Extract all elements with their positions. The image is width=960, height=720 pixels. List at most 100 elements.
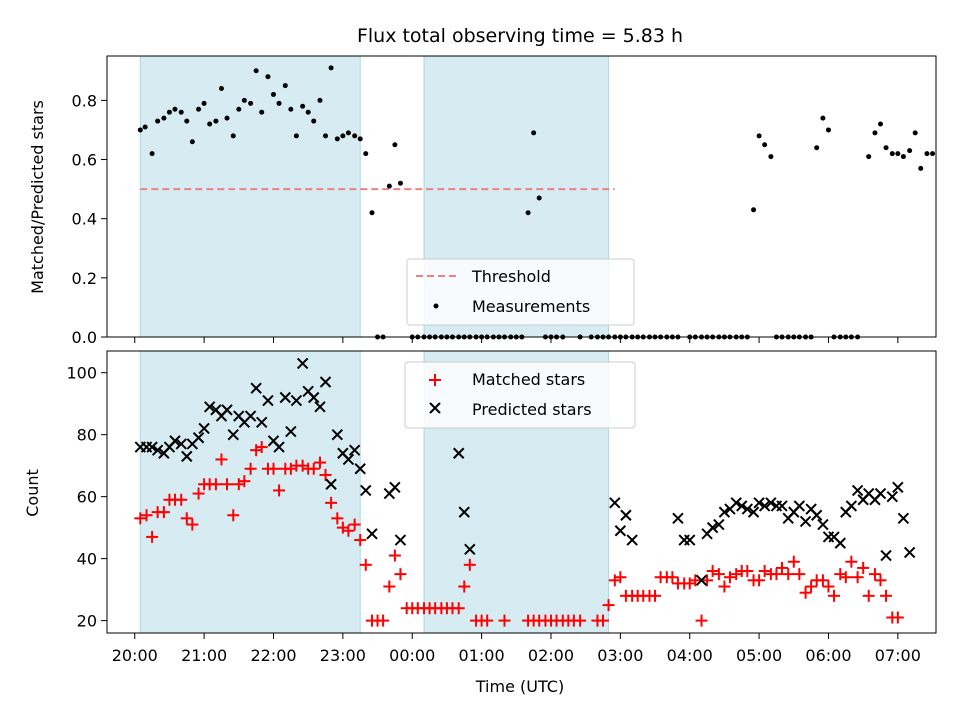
x-axis-label: Time (UTC): [475, 677, 564, 696]
matched-point: [857, 561, 870, 574]
predicted-point: [817, 518, 829, 531]
matched-point: [822, 580, 835, 593]
predicted-point: [325, 478, 337, 490]
measurement-point: [305, 109, 311, 115]
predicted-point: [255, 416, 268, 428]
measurement-point: [293, 133, 299, 139]
y-tick-label: 0.0: [72, 328, 97, 347]
matched-point: [574, 614, 587, 627]
predicted-point: [713, 518, 725, 531]
measurement-point: [196, 106, 202, 112]
matched-point: [753, 574, 766, 587]
measurement-point: [241, 97, 247, 103]
y-tick-label: 0.8: [72, 91, 97, 110]
predicted-point: [146, 441, 158, 453]
predicted-point: [741, 503, 754, 515]
matched-point: [359, 558, 372, 571]
matched-point: [354, 534, 367, 547]
matched-point: [498, 614, 511, 627]
matched-point: [597, 614, 610, 627]
predicted-point: [822, 531, 835, 543]
measurement-point: [300, 103, 306, 109]
predicted-point: [221, 404, 233, 416]
matched-point: [388, 549, 401, 562]
x-tick-label: 02:00: [528, 646, 574, 665]
predicted-point: [706, 521, 719, 534]
measurement-point: [311, 118, 317, 124]
legend-measurements-label: Measurements: [472, 297, 590, 316]
y-tick-label: 60: [77, 488, 97, 507]
predicted-point: [851, 484, 864, 497]
matched-point: [255, 441, 268, 454]
measurement-point: [142, 124, 148, 130]
predicted-point: [244, 410, 257, 422]
matched-point: [695, 614, 708, 627]
predicted-point: [175, 438, 187, 450]
matched-point: [730, 568, 743, 581]
x-tick-label: 22:00: [250, 646, 296, 665]
predicted-point: [169, 435, 181, 447]
measurement-point: [328, 65, 334, 71]
predicted-point: [793, 500, 806, 512]
matched-point: [683, 577, 696, 590]
matched-point: [244, 462, 257, 475]
measurement-point: [907, 148, 913, 154]
y-tick-label: 0.2: [72, 269, 97, 288]
legend-matched-label: Matched stars: [472, 370, 585, 389]
measurement-point: [820, 115, 826, 121]
legend-matched-marker: [429, 374, 441, 386]
measurement-point: [814, 145, 820, 151]
matched-point: [267, 462, 280, 475]
predicted-point: [366, 528, 378, 540]
measurement-point: [397, 180, 403, 186]
shaded-interval-0: [139, 350, 361, 634]
y-tick-label: 0.6: [72, 151, 97, 170]
predicted-point: [262, 394, 274, 407]
measurement-point: [236, 106, 242, 112]
matched-point: [874, 574, 887, 587]
matched-point: [342, 524, 355, 537]
measurement-point: [369, 210, 375, 216]
x-tick-label: 05:00: [736, 646, 782, 665]
legend-measurements-marker: [433, 303, 439, 309]
matched-point: [839, 571, 852, 584]
shaded-interval-0: [139, 55, 361, 338]
measurement-point: [288, 106, 294, 112]
matched-point: [215, 453, 228, 466]
predicted-point: [314, 401, 326, 413]
matched-point: [828, 589, 841, 602]
predicted-point: [203, 401, 216, 413]
predicted-point: [614, 525, 627, 537]
predicted-point: [181, 450, 193, 463]
measurement-point: [930, 151, 936, 157]
measurement-point: [248, 100, 254, 106]
measurement-point: [392, 142, 398, 148]
measurement-point: [253, 68, 259, 74]
measurement-point: [536, 195, 542, 201]
predicted-point: [192, 432, 205, 444]
bottom-legend: Matched stars Predicted stars: [404, 361, 636, 429]
measurement-point: [166, 109, 172, 115]
measurement-point: [259, 109, 265, 115]
predicted-point: [776, 500, 788, 512]
predicted-point: [736, 500, 748, 512]
predicted-point: [319, 376, 332, 388]
measurement-point: [762, 142, 768, 148]
measurement-point: [184, 118, 190, 124]
y-tick-label: 80: [77, 426, 97, 445]
matched-point: [383, 580, 396, 593]
measurement-point: [149, 151, 155, 157]
bottom-plot-area: [134, 357, 916, 627]
top-y-axis-label: Matched/Predicted stars: [28, 100, 47, 294]
measurement-point: [912, 130, 918, 136]
predicted-point: [874, 487, 887, 500]
bottom-x-ticks: 20:00 21:00 22:00 23:00 00:00 01:00 02:00 03:00…: [112, 633, 921, 665]
measurement-point: [317, 97, 323, 103]
matched-point: [816, 574, 829, 587]
predicted-point: [389, 481, 401, 494]
predicted-point: [360, 484, 372, 497]
matched-point: [868, 568, 881, 581]
matched-point: [157, 506, 170, 519]
matched-point: [758, 565, 771, 578]
top-y-ticks: 0.0 0.2 0.4 0.6 0.8: [72, 91, 107, 347]
